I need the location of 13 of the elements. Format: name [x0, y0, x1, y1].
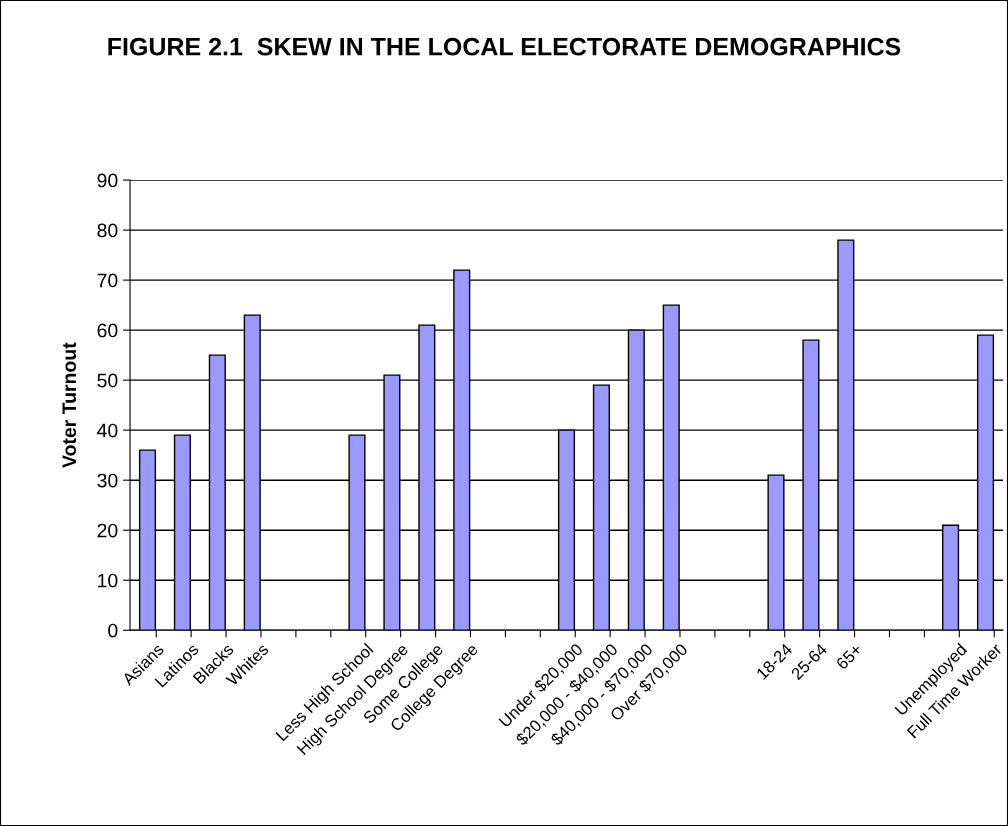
y-tick-label: 50 — [97, 373, 118, 388]
y-tick-label: 10 — [98, 573, 118, 588]
y-tick-label: 0 — [108, 623, 118, 638]
y-tick-label: 70 — [97, 273, 118, 288]
y-tick-label: 90 — [97, 173, 118, 188]
chart-title: FIGURE 2.1 SKEW IN THE LOCAL ELECTORATE DEMOGRAPHICS — [108, 37, 901, 56]
y-tick-label: 30 — [97, 473, 118, 488]
y-tick-label: 80 — [97, 223, 118, 238]
y-tick-label: 20 — [97, 523, 118, 538]
y-axis-title: Voter Turnout — [62, 342, 77, 468]
y-tick-label: 40 — [97, 423, 118, 438]
y-tick-label: 60 — [97, 323, 118, 338]
x-tick-label: 65+ — [835, 642, 863, 671]
